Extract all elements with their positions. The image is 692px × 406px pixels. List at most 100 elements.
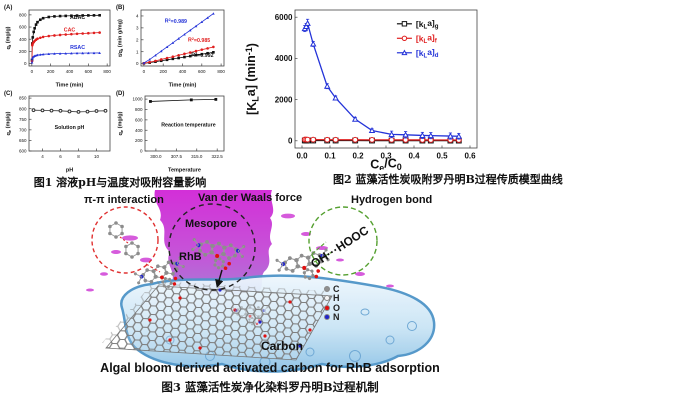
svg-text:4: 4: [41, 154, 44, 159]
svg-text:200: 200: [47, 69, 55, 74]
svg-text:0.3: 0.3: [380, 152, 392, 161]
svg-text:3: 3: [136, 25, 139, 30]
svg-text:6000: 6000: [275, 13, 293, 22]
svg-text:CAC: CAC: [64, 27, 76, 33]
svg-text:[kLa]d: [kLa]d: [416, 47, 439, 60]
svg-text:Temperature: Temperature: [168, 168, 201, 174]
svg-text:200: 200: [135, 138, 143, 143]
svg-text:800: 800: [217, 69, 225, 74]
figure3-caption: 图3 蓝藻活性炭净化染料罗丹明B过程机制: [161, 380, 379, 394]
svg-text:ABAC: ABAC: [70, 15, 85, 21]
chart-solution-ph: 4 6 8 10 600 650 700 750 800 850 pH qe (mg/g) (C) Sol…: [4, 91, 111, 174]
carbon-label: Carbon: [261, 339, 303, 353]
svg-text:8: 8: [77, 154, 80, 159]
svg-text:1000: 1000: [132, 97, 143, 102]
svg-text:322.5: 322.5: [212, 154, 224, 159]
rhb-molecules: [133, 237, 330, 326]
svg-text:0: 0: [31, 69, 34, 74]
atom-legend-row: H: [324, 293, 340, 303]
chart-mass-transfer-model: 0.0 0.1 0.2 0.3 0.4 0.5 0.6 0 2000 4000 6000 Ce/C0 […: [244, 9, 478, 170]
atom-legend-row: C: [324, 284, 340, 294]
hydrogen-bond-circle: [308, 206, 378, 276]
svg-text:qe (mg/g): qe (mg/g): [118, 111, 125, 135]
svg-text:0: 0: [288, 137, 293, 146]
svg-text:4: 4: [136, 14, 139, 19]
svg-text:[KLa] (min-1): [KLa] (min-1): [244, 43, 261, 115]
svg-text:800: 800: [103, 69, 111, 74]
svg-text:400: 400: [66, 69, 74, 74]
svg-text:600: 600: [135, 117, 143, 122]
svg-text:850: 850: [19, 96, 27, 101]
svg-text:650: 650: [19, 138, 27, 143]
chart-pseudo-second-order: 0 200 400 600 800 0 1 2 3 4 Time (min) t/qt (min g/…: [116, 5, 225, 89]
atom-dot-icon: [324, 295, 330, 302]
svg-text:750: 750: [19, 117, 27, 122]
svg-text:R2=0.992: R2=0.992: [191, 52, 213, 59]
dye-splash: [86, 190, 394, 295]
adsorption-arrow: [215, 269, 224, 289]
svg-text:4000: 4000: [275, 54, 293, 63]
svg-text:[kLa]g: [kLa]g: [416, 18, 439, 31]
svg-text:800: 800: [135, 107, 143, 112]
svg-text:200: 200: [19, 49, 27, 54]
svg-text:800: 800: [19, 12, 27, 17]
svg-text:0.2: 0.2: [352, 152, 364, 161]
chart-adsorption-kinetics: 0 200 400 600 800 0 200 400 600 800 Time (min) qt (…: [4, 5, 111, 89]
rhb-label: RhB: [179, 251, 202, 263]
svg-text:0: 0: [136, 61, 139, 66]
benzene-ring-pair: [108, 221, 140, 259]
svg-text:(A): (A): [4, 5, 12, 11]
svg-text:307.5: 307.5: [171, 154, 183, 159]
svg-text:2000: 2000: [275, 95, 293, 104]
svg-text:0.6: 0.6: [464, 152, 476, 161]
svg-text:0.1: 0.1: [324, 152, 336, 161]
svg-text:0.0: 0.0: [296, 152, 308, 161]
svg-text:qt (mg/g): qt (mg/g): [6, 26, 13, 49]
svg-text:Solution pH: Solution pH: [55, 125, 85, 131]
activated-carbon-sheet: [102, 281, 333, 361]
mechanism-diagram: [86, 190, 436, 373]
pi-pi-circle: [91, 206, 159, 274]
figure2-caption: 图2 蓝藻活性炭吸附罗丹明B过程传质模型曲线: [333, 173, 563, 186]
svg-text:R2=0.989: R2=0.989: [165, 18, 187, 25]
svg-text:400: 400: [179, 69, 187, 74]
van-der-waals-circle: [168, 203, 256, 291]
svg-text:200: 200: [159, 69, 167, 74]
svg-text:RSAC: RSAC: [70, 45, 85, 51]
svg-text:0.4: 0.4: [408, 152, 420, 161]
svg-text:t/qt (min g/mg): t/qt (min g/mg): [118, 19, 125, 57]
atom-legend-row: O: [324, 303, 340, 313]
svg-text:Time (min): Time (min): [169, 83, 197, 89]
hydrogen-bond-label: Hydrogen bond: [351, 194, 433, 206]
svg-text:[kLa]f: [kLa]f: [416, 33, 438, 46]
svg-text:400: 400: [135, 128, 143, 133]
svg-text:600: 600: [19, 149, 27, 154]
svg-text:(B): (B): [116, 5, 124, 11]
svg-text:0.5: 0.5: [436, 152, 448, 161]
svg-text:400: 400: [19, 37, 27, 42]
svg-text:300.0: 300.0: [150, 154, 162, 159]
atom-legend-row: N: [324, 312, 340, 323]
svg-text:Reaction temperature: Reaction temperature: [161, 122, 216, 128]
mechanism-banner: Algal bloom derived activated carbon for…: [100, 361, 440, 375]
svg-text:0: 0: [24, 61, 27, 66]
van-der-waals-label: Van der Waals force: [198, 192, 303, 204]
chart-reaction-temperature: 300.0 307.5 315.0 322.5 0 200 400 600 800 1000 Tem…: [116, 91, 225, 174]
svg-text:0: 0: [143, 69, 146, 74]
svg-text:(C): (C): [4, 91, 12, 97]
svg-text:0: 0: [140, 149, 143, 154]
svg-text:600: 600: [198, 69, 206, 74]
svg-text:700: 700: [19, 127, 27, 132]
atom-symbol: O: [333, 302, 341, 313]
svg-text:qe (mg/g): qe (mg/g): [6, 111, 13, 135]
svg-text:10: 10: [94, 154, 100, 159]
atom-symbol: N: [333, 312, 340, 323]
svg-text:pH: pH: [66, 168, 73, 174]
svg-text:800: 800: [19, 106, 27, 111]
atom-dot-icon: [324, 314, 330, 321]
svg-text:6: 6: [59, 154, 62, 159]
atom-dot-icon: [324, 304, 330, 311]
svg-text:315.0: 315.0: [191, 154, 203, 159]
svg-text:Time (min): Time (min): [56, 83, 84, 89]
